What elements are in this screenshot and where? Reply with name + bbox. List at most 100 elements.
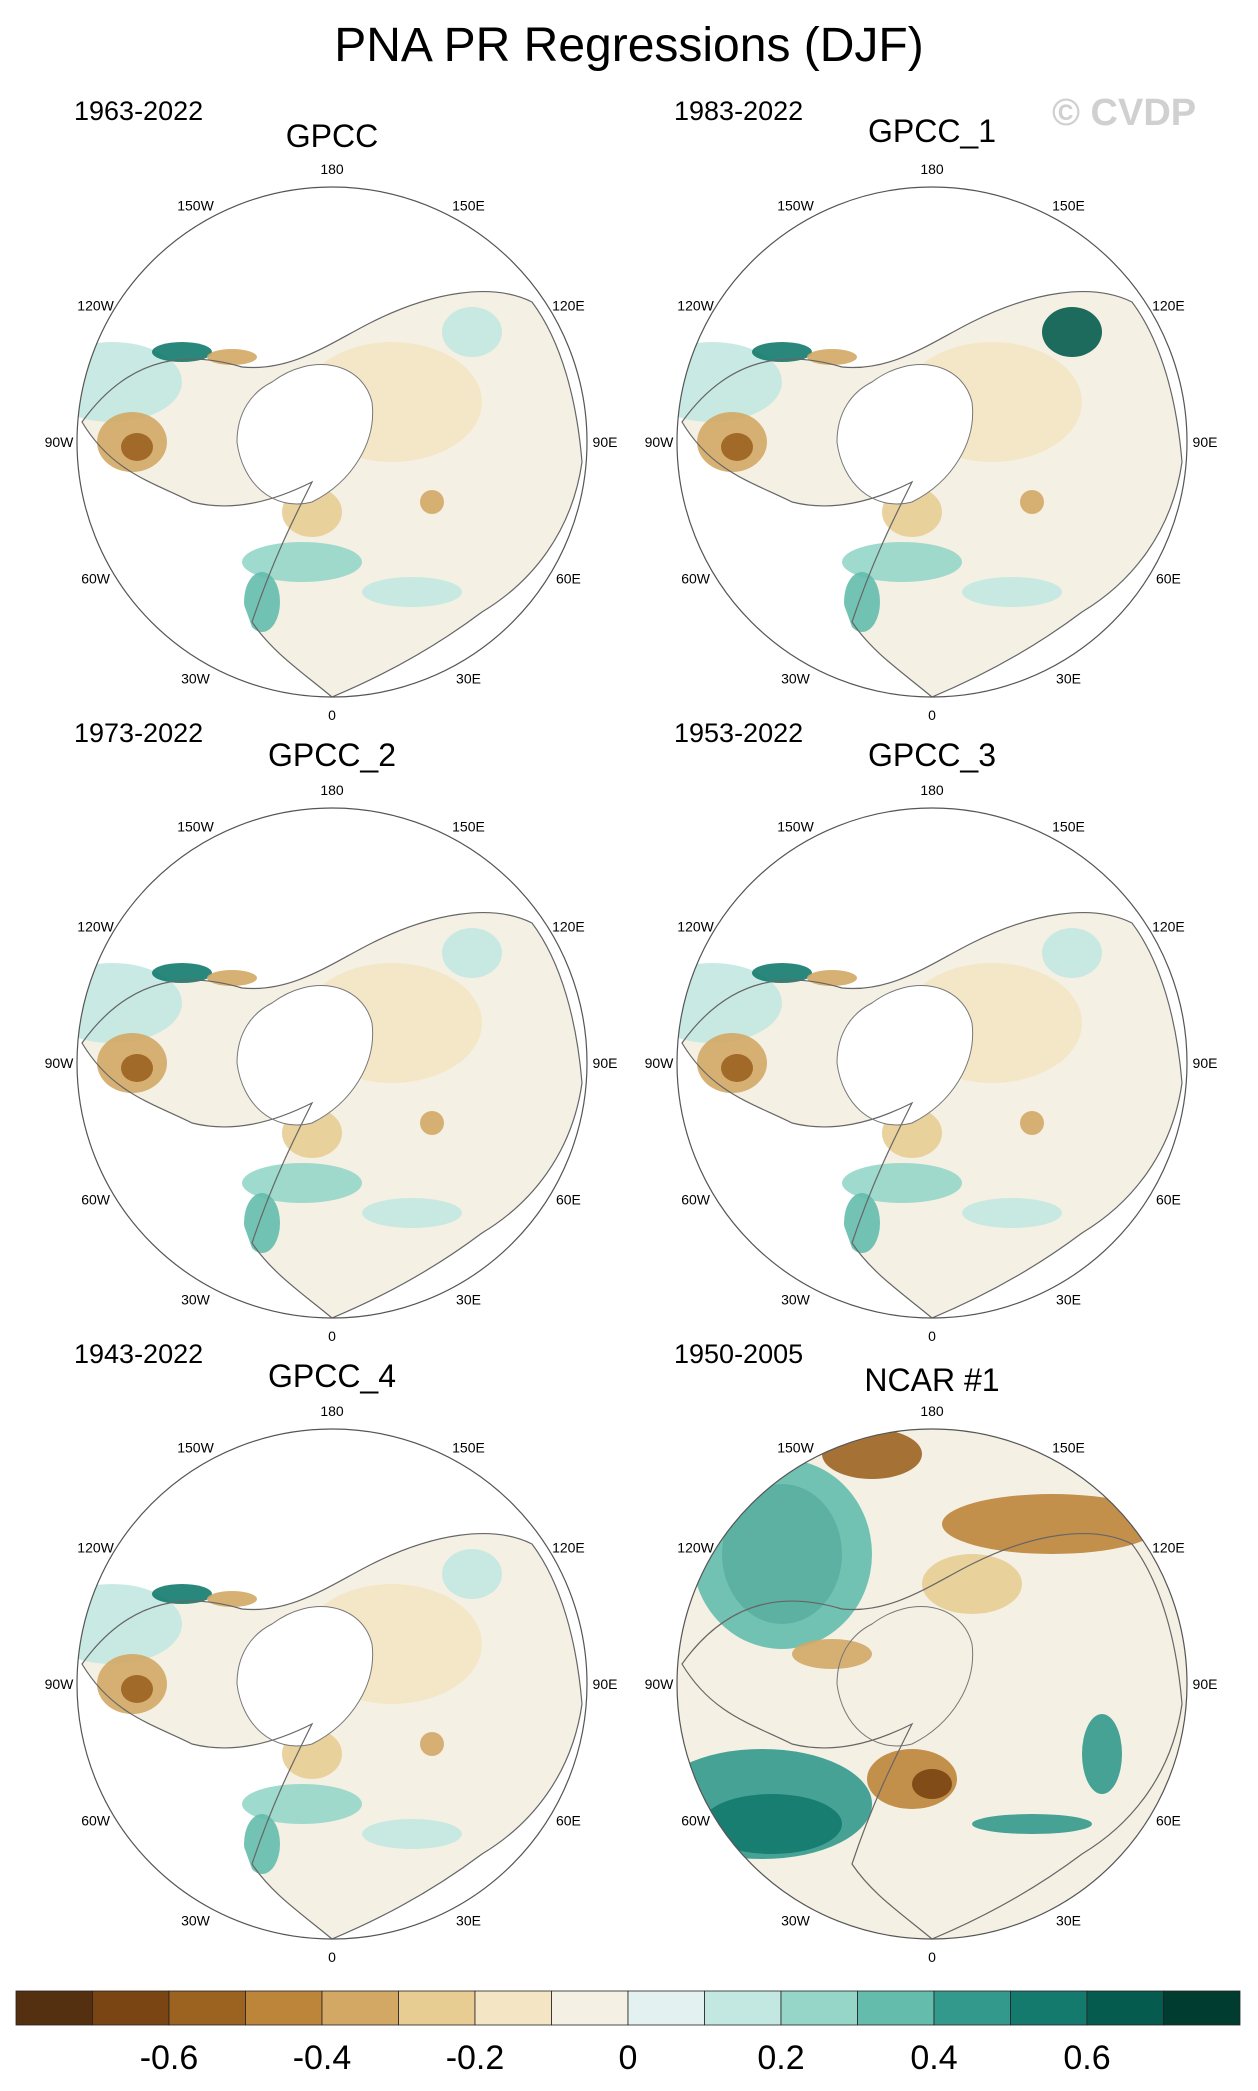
longitude-label: 180	[920, 782, 944, 798]
longitude-label: 90W	[45, 1055, 75, 1071]
map-boundary	[76, 807, 588, 1319]
coastline	[81, 290, 583, 697]
regression-anomaly	[152, 963, 212, 983]
regression-anomaly	[244, 1814, 280, 1874]
regression-anomaly	[207, 349, 257, 365]
polar-map: 180 150E 120E 90E 60E 30E 0 30W 60W 90W 120W 150W	[645, 1403, 1218, 1965]
regression-anomaly	[721, 1054, 753, 1082]
colorbar-swatch	[704, 1990, 782, 2026]
regression-anomaly	[752, 963, 812, 983]
longitude-label: 150E	[452, 1440, 485, 1456]
longitude-label: 60E	[556, 1192, 581, 1208]
regression-anomaly	[1082, 1714, 1122, 1794]
longitude-label: 150E	[1052, 1440, 1085, 1456]
longitude-label: 90W	[645, 1055, 675, 1071]
longitude-label: 150E	[1052, 198, 1085, 214]
longitude-label: 30E	[1056, 1291, 1081, 1307]
cvdp-watermark: © CVDP	[1052, 92, 1197, 134]
longitude-label: 90E	[593, 1676, 618, 1692]
regression-anomaly	[844, 1193, 880, 1253]
regression-anomaly	[244, 572, 280, 632]
longitude-label: 0	[328, 1949, 336, 1965]
regression-anomaly	[420, 1111, 444, 1135]
longitude-label: 120W	[77, 1540, 114, 1556]
colorbar-tick-label: 0.2	[757, 2039, 804, 2077]
longitude-label: 60E	[1156, 1192, 1181, 1208]
regression-anomaly	[912, 1769, 952, 1799]
panel-period: 1983-2022	[674, 96, 804, 126]
regression-anomaly	[77, 963, 182, 1043]
regression-anomaly	[242, 1163, 362, 1203]
colorbar-tick-label: -0.4	[293, 2039, 352, 2077]
colorbar-swatch	[92, 1990, 170, 2026]
regression-anomaly	[922, 1554, 1022, 1614]
colorbar-swatch	[1010, 1990, 1088, 2026]
longitude-label: 120E	[1152, 919, 1185, 935]
colorbar-swatch	[321, 1990, 399, 2026]
colorbar-swatch	[1163, 1990, 1241, 2026]
regression-anomaly	[362, 577, 462, 607]
longitude-label: 180	[320, 782, 344, 798]
regression-anomaly	[242, 542, 362, 582]
polar-map: 180 150E 120E 90E 60E 30E 0 30W 60W 90W 120W 150W	[45, 782, 618, 1344]
colorbar-swatch	[933, 1990, 1011, 2026]
longitude-label: 60E	[1156, 1813, 1181, 1829]
regression-anomaly	[442, 1549, 502, 1599]
colorbar-swatch	[15, 1990, 93, 2026]
regression-anomaly	[962, 577, 1062, 607]
longitude-label: 30W	[781, 1912, 811, 1928]
map-boundary	[76, 186, 588, 698]
longitude-label: 60E	[1156, 571, 1181, 587]
regression-anomaly	[244, 1193, 280, 1253]
regression-anomaly	[842, 1163, 962, 1203]
longitude-label: 150W	[777, 198, 814, 214]
regression-anomaly	[362, 1198, 462, 1228]
regression-anomaly	[677, 963, 782, 1043]
regression-anomaly	[442, 307, 502, 357]
longitude-label: 90W	[645, 1676, 675, 1692]
longitude-label: 150W	[177, 819, 214, 835]
longitude-label: 120W	[677, 298, 714, 314]
regression-anomaly	[442, 928, 502, 978]
coastline	[681, 1532, 1183, 1939]
colorbar-swatch	[398, 1990, 476, 2026]
longitude-label: 120E	[552, 1540, 585, 1556]
regression-anomaly	[942, 1494, 1162, 1554]
panel-period: 1963-2022	[74, 96, 204, 126]
regression-anomaly	[1020, 490, 1044, 514]
panel-period: 1950-2005	[674, 1339, 804, 1369]
colorbar-tick-label: -0.6	[140, 2039, 199, 2077]
coastline	[81, 911, 583, 1318]
longitude-label: 0	[928, 1328, 936, 1344]
map-boundary	[676, 807, 1188, 1319]
colorbar-swatch	[1086, 1990, 1164, 2026]
regression-anomaly	[362, 1819, 462, 1849]
panel-title: GPCC	[285, 118, 379, 154]
colorbar-tick-label: 0.4	[910, 2039, 957, 2077]
longitude-label: 0	[328, 707, 336, 723]
regression-anomaly	[807, 349, 857, 365]
longitude-label: 150E	[452, 819, 485, 835]
panel-title: NCAR #1	[864, 1362, 1000, 1398]
colorbar-tick-label: 0.6	[1063, 2039, 1110, 2077]
colorbar-tick-label: 0	[619, 2039, 638, 2077]
longitude-label: 60W	[681, 1813, 711, 1829]
colorbar-swatch	[857, 1990, 935, 2026]
regression-anomaly	[152, 342, 212, 362]
colorbar-swatch	[474, 1990, 552, 2026]
longitude-label: 180	[320, 161, 344, 177]
map-boundary	[76, 1428, 588, 1940]
longitude-label: 150E	[452, 198, 485, 214]
panel-period: 1943-2022	[74, 1339, 204, 1369]
longitude-label: 60W	[681, 1192, 711, 1208]
longitude-label: 90E	[593, 434, 618, 450]
regression-anomaly	[962, 1198, 1062, 1228]
polar-map: 180 150E 120E 90E 60E 30E 0 30W 60W 90W 120W 150W	[45, 1403, 618, 1965]
longitude-label: 180	[920, 1403, 944, 1419]
longitude-label: 90W	[45, 1676, 75, 1692]
regression-anomaly	[677, 342, 782, 422]
figure-title: PNA PR Regressions (DJF)	[334, 19, 924, 72]
colorbar-swatch	[245, 1990, 323, 2026]
colorbar-swatch	[780, 1990, 858, 2026]
longitude-label: 150W	[177, 1440, 214, 1456]
